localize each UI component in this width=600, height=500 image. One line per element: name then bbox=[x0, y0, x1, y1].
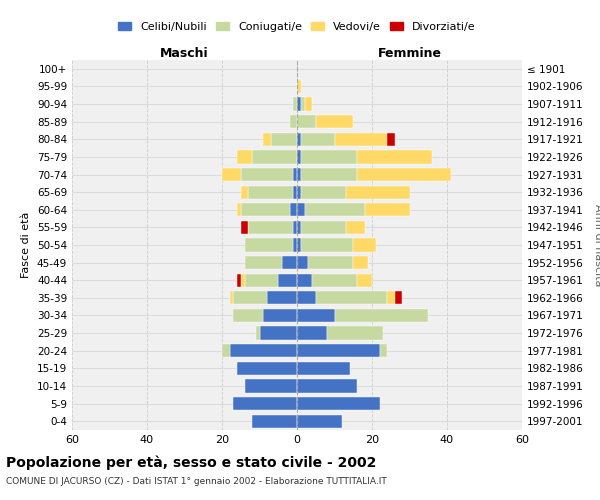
Bar bbox=[222, 168, 241, 181]
Bar bbox=[297, 309, 335, 322]
Y-axis label: Fasce di età: Fasce di età bbox=[22, 212, 31, 278]
Bar bbox=[357, 168, 451, 181]
Bar bbox=[282, 256, 297, 269]
Bar bbox=[245, 238, 293, 252]
Bar bbox=[297, 80, 301, 93]
Bar bbox=[316, 115, 353, 128]
Bar bbox=[267, 291, 297, 304]
Bar bbox=[293, 98, 297, 110]
Bar bbox=[237, 203, 241, 216]
Bar bbox=[256, 326, 260, 340]
Bar bbox=[297, 221, 301, 234]
Bar bbox=[297, 203, 305, 216]
Bar bbox=[237, 362, 297, 375]
Bar bbox=[245, 380, 297, 392]
Bar bbox=[297, 344, 380, 358]
Bar bbox=[248, 186, 293, 198]
Bar bbox=[357, 274, 372, 287]
Bar bbox=[316, 291, 387, 304]
Bar bbox=[233, 291, 267, 304]
Bar bbox=[297, 98, 301, 110]
Bar bbox=[387, 132, 395, 146]
Bar bbox=[335, 309, 428, 322]
Bar bbox=[260, 326, 297, 340]
Bar bbox=[252, 150, 297, 164]
Bar bbox=[229, 344, 297, 358]
Bar bbox=[297, 256, 308, 269]
Bar bbox=[297, 414, 342, 428]
Bar bbox=[222, 344, 229, 358]
Bar bbox=[301, 186, 346, 198]
Bar bbox=[248, 221, 293, 234]
Bar bbox=[365, 203, 409, 216]
Bar bbox=[293, 168, 297, 181]
Bar bbox=[278, 274, 297, 287]
Bar bbox=[233, 309, 263, 322]
Bar bbox=[301, 238, 353, 252]
Legend: Celibi/Nubili, Coniugati/e, Vedovi/e, Divorziati/e: Celibi/Nubili, Coniugati/e, Vedovi/e, Di… bbox=[114, 18, 480, 36]
Bar bbox=[297, 380, 357, 392]
Bar bbox=[305, 98, 312, 110]
Bar bbox=[293, 221, 297, 234]
Bar bbox=[241, 221, 248, 234]
Bar bbox=[301, 150, 357, 164]
Bar bbox=[297, 274, 312, 287]
Bar bbox=[297, 291, 316, 304]
Bar bbox=[241, 203, 290, 216]
Bar bbox=[305, 203, 365, 216]
Bar bbox=[297, 238, 301, 252]
Bar bbox=[241, 168, 293, 181]
Bar bbox=[297, 397, 380, 410]
Bar bbox=[263, 309, 297, 322]
Bar bbox=[308, 256, 353, 269]
Y-axis label: Anni di nascita: Anni di nascita bbox=[593, 204, 600, 286]
Bar bbox=[297, 186, 301, 198]
Bar bbox=[353, 256, 368, 269]
Bar bbox=[301, 221, 346, 234]
Bar bbox=[312, 274, 357, 287]
Bar bbox=[297, 326, 327, 340]
Bar bbox=[357, 150, 432, 164]
Text: Popolazione per età, sesso e stato civile - 2002: Popolazione per età, sesso e stato civil… bbox=[6, 455, 376, 469]
Bar bbox=[241, 274, 245, 287]
Bar bbox=[297, 362, 349, 375]
Bar bbox=[297, 150, 301, 164]
Bar bbox=[297, 115, 316, 128]
Bar bbox=[395, 291, 402, 304]
Bar bbox=[301, 168, 357, 181]
Bar bbox=[290, 203, 297, 216]
Bar bbox=[346, 186, 409, 198]
Bar bbox=[252, 414, 297, 428]
Bar bbox=[301, 132, 335, 146]
Bar bbox=[301, 98, 305, 110]
Bar bbox=[335, 132, 387, 146]
Text: Maschi: Maschi bbox=[160, 47, 209, 60]
Bar bbox=[237, 150, 252, 164]
Bar bbox=[297, 168, 301, 181]
Bar bbox=[380, 344, 387, 358]
Text: Femmine: Femmine bbox=[377, 47, 442, 60]
Bar bbox=[237, 274, 241, 287]
Bar bbox=[297, 132, 301, 146]
Text: COMUNE DI JACURSO (CZ) - Dati ISTAT 1° gennaio 2002 - Elaborazione TUTTITALIA.IT: COMUNE DI JACURSO (CZ) - Dati ISTAT 1° g… bbox=[6, 478, 387, 486]
Bar bbox=[263, 132, 271, 146]
Bar bbox=[327, 326, 383, 340]
Bar bbox=[245, 256, 282, 269]
Bar bbox=[245, 274, 278, 287]
Bar bbox=[229, 291, 233, 304]
Bar bbox=[293, 238, 297, 252]
Bar bbox=[241, 186, 248, 198]
Bar bbox=[233, 397, 297, 410]
Bar bbox=[387, 291, 395, 304]
Bar bbox=[293, 186, 297, 198]
Bar bbox=[346, 221, 365, 234]
Bar bbox=[353, 238, 376, 252]
Bar bbox=[290, 115, 297, 128]
Bar bbox=[271, 132, 297, 146]
